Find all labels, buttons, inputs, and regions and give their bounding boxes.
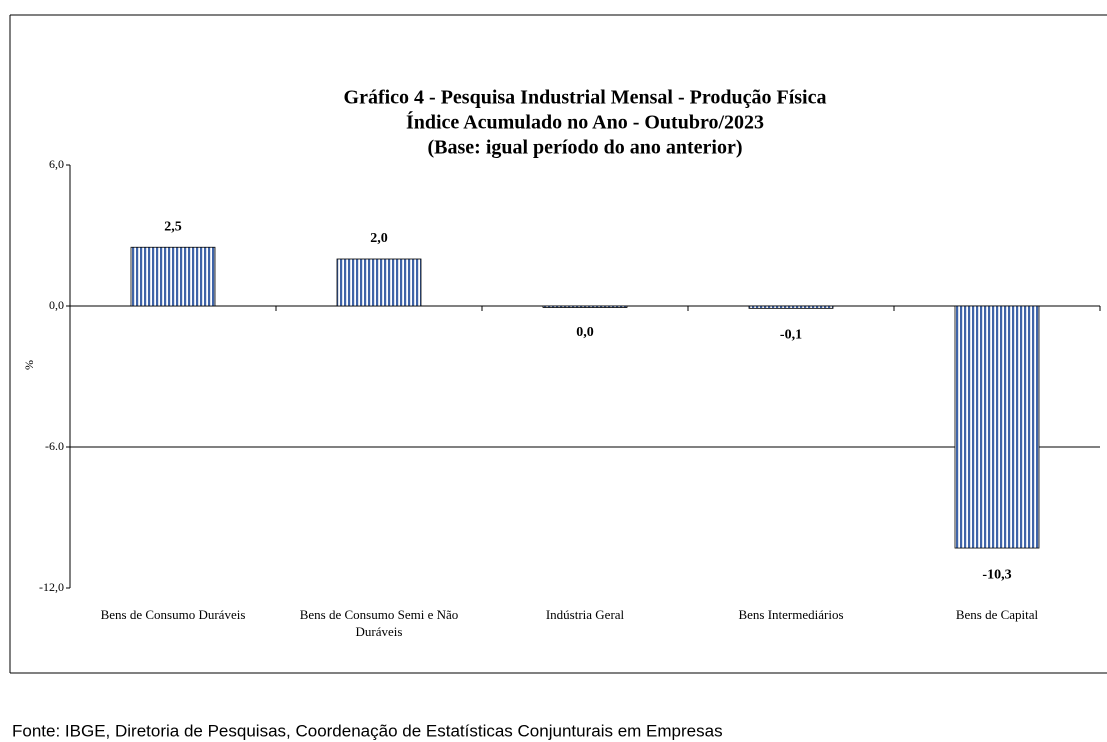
y-tick-label: 0,0 [49,298,64,312]
x-tick-label: Bens de Consumo Semi e Não Duráveis [300,607,459,639]
bar [748,305,834,309]
x-tick-label: Bens de Capital [956,607,1039,622]
x-tick-label: Indústria Geral [546,607,625,622]
bar [336,258,422,307]
value-label: 0,0 [576,325,594,340]
value-label: 2,5 [164,219,182,234]
bar [954,305,1040,549]
y-tick-label: -12,0 [39,580,64,594]
value-label: -0,1 [780,328,802,343]
x-tick-label: Bens Intermediários [738,607,843,622]
chart-title: Índice Acumulado no Ano - Outubro/2023 [406,111,764,134]
y-axis-label: % [22,360,36,370]
source: Fonte: IBGE, Diretoria de Pesquisas, Coo… [12,721,723,740]
x-tick-label: Bens de Consumo Duráveis [101,607,246,622]
value-label: -10,3 [982,567,1011,582]
y-tick-label: 6,0 [49,157,64,171]
bar [130,246,216,307]
bar [542,305,628,308]
chart-title: Gráfico 4 - Pesquisa Industrial Mensal -… [344,87,827,109]
chart-title: (Base: igual período do ano anterior) [428,137,743,159]
value-label: 2,0 [370,231,388,246]
y-tick-label: -6.0 [45,439,64,453]
